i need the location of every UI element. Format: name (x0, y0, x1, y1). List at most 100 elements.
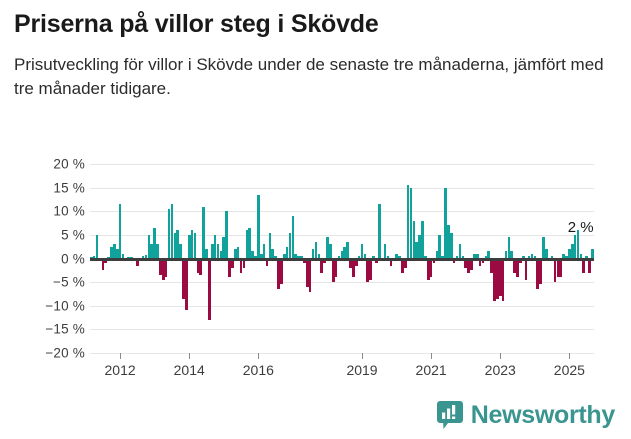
bar (464, 258, 467, 268)
bar (271, 249, 275, 259)
x-axis-tick (120, 353, 122, 359)
bar (277, 258, 280, 290)
bar (115, 249, 119, 259)
bar (498, 258, 502, 297)
bar (409, 187, 413, 259)
bar (444, 187, 447, 259)
bar (141, 256, 145, 259)
bar-chart-speech-bubble-icon (436, 401, 463, 429)
bar (213, 234, 217, 259)
bar (285, 246, 289, 259)
bar (539, 258, 542, 285)
bar (406, 185, 410, 259)
bar (147, 234, 151, 259)
bar (490, 258, 493, 273)
bar (493, 258, 496, 302)
bar (239, 258, 243, 273)
gridline (90, 164, 594, 165)
bar (185, 258, 188, 311)
bar (136, 258, 139, 266)
bar (591, 249, 594, 259)
bar (118, 204, 122, 259)
bar (196, 258, 200, 273)
bar (280, 258, 283, 285)
bar (519, 258, 522, 264)
bar (222, 237, 226, 259)
bar (262, 244, 266, 259)
bar (265, 258, 269, 266)
bar (92, 256, 96, 259)
bar (216, 244, 220, 259)
bar (300, 256, 303, 259)
y-axis-tick-label: −20 % (45, 345, 85, 361)
bar (193, 232, 197, 259)
x-axis-tick-label: 2016 (242, 362, 274, 378)
bar (412, 220, 416, 259)
gridline (90, 211, 594, 213)
x-axis-tick-label: 2019 (346, 362, 378, 378)
bar (579, 253, 583, 259)
gridline (90, 353, 594, 354)
y-axis-tick-label: 0 % (61, 251, 85, 266)
bar (190, 230, 194, 259)
x-axis-tick-label: 2014 (173, 362, 205, 378)
bar (450, 232, 453, 259)
bar (501, 258, 505, 302)
bar (208, 258, 211, 320)
bar (369, 258, 372, 280)
bar (282, 253, 286, 259)
bar (331, 258, 335, 283)
bar (372, 256, 375, 259)
bar (461, 256, 465, 259)
bar (179, 244, 182, 259)
bar (349, 258, 352, 268)
bar (156, 244, 159, 259)
bar (268, 232, 272, 259)
bar (182, 258, 185, 299)
bar (401, 258, 404, 273)
bar (297, 256, 300, 259)
bar (210, 244, 214, 259)
bar (424, 256, 427, 259)
bar (357, 256, 361, 259)
bar (478, 258, 482, 266)
bar (542, 237, 545, 259)
bar (455, 256, 459, 259)
gridline (90, 187, 594, 189)
bar (323, 258, 326, 264)
bar (113, 244, 116, 259)
bar (403, 258, 407, 268)
bar (254, 256, 257, 259)
bar (173, 232, 177, 259)
bar (360, 244, 364, 259)
bar (432, 258, 436, 264)
bar (545, 249, 548, 259)
bar (288, 232, 292, 259)
x-axis-tick (431, 353, 433, 359)
bar (386, 256, 390, 259)
bar (395, 253, 398, 259)
bar (199, 258, 203, 276)
bar (308, 258, 312, 292)
bar (257, 194, 260, 259)
bar (167, 208, 171, 259)
bar (559, 258, 563, 278)
x-axis-tick-label: 2023 (484, 362, 516, 378)
bar (588, 258, 591, 273)
bar (150, 244, 154, 259)
bar (363, 253, 367, 259)
y-axis-tick-label: 10 % (53, 203, 85, 219)
gridline (90, 329, 594, 331)
bar (570, 244, 574, 259)
bar (473, 253, 476, 259)
bar-series (90, 164, 594, 353)
x-axis-tick (258, 353, 260, 359)
bar (389, 258, 393, 266)
bar (415, 241, 419, 259)
x-axis-tick (500, 353, 502, 359)
bar (536, 258, 539, 290)
bar (236, 246, 240, 259)
y-axis-tick-label: 20 % (53, 156, 85, 172)
bar (475, 253, 479, 259)
gridline (90, 282, 594, 284)
